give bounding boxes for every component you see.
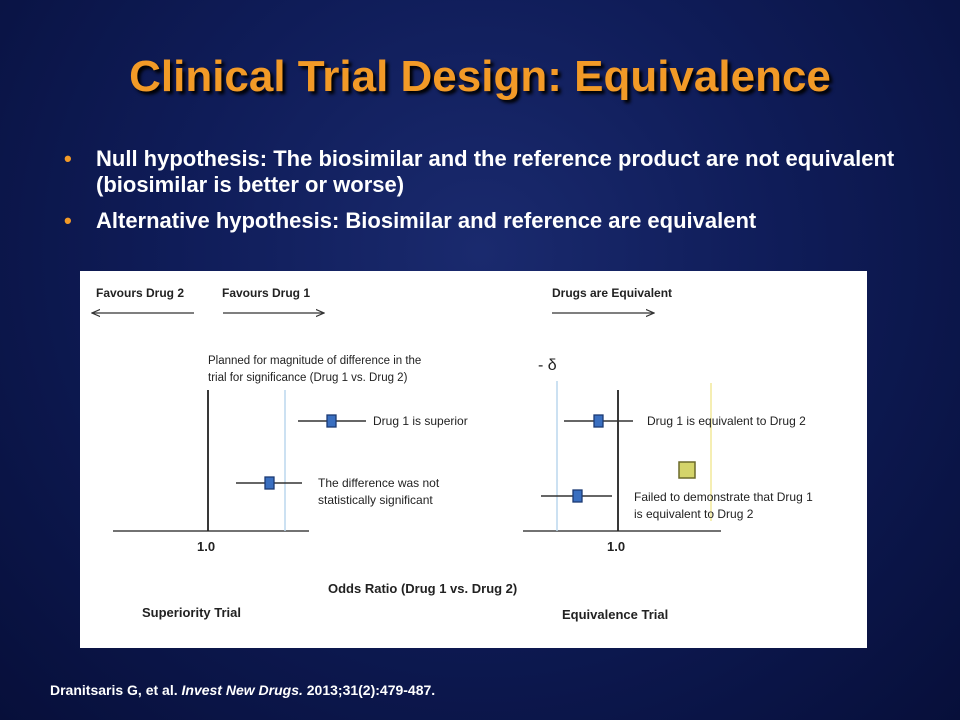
axis-label-odds-ratio: Odds Ratio (Drug 1 vs. Drug 2) — [328, 581, 517, 596]
citation: Dranitsaris G, et al. Invest New Drugs. … — [50, 682, 435, 698]
bullet-null-hypothesis: • Null hypothesis: The biosimilar and th… — [64, 146, 924, 198]
label-failed-line1: Failed to demonstrate that Drug 1 — [634, 490, 813, 504]
citation-authors: Dranitsaris G, et al. — [50, 682, 182, 698]
header-favours-drug2: Favours Drug 2 — [96, 286, 184, 300]
label-not-significant-line2: statistically significant — [318, 493, 433, 507]
citation-journal: Invest New Drugs. — [181, 682, 303, 698]
header-favours-drug1: Favours Drug 1 — [222, 286, 310, 300]
planned-note-line1: Planned for magnitude of difference in t… — [208, 355, 421, 367]
panel-label-superiority: Superiority Trial — [142, 605, 241, 620]
superior-estimate-marker — [326, 414, 337, 428]
panel-label-equivalence: Equivalence Trial — [562, 607, 668, 622]
trial-design-figure: Favours Drug 2 Favours Drug 1 Drugs are … — [80, 271, 867, 648]
bullet-marker: • — [64, 208, 72, 233]
bullet-text: Alternative hypothesis: Biosimilar and r… — [96, 208, 757, 233]
header-drugs-equivalent: Drugs are Equivalent — [552, 286, 672, 300]
failed-estimate-marker — [572, 489, 583, 503]
equivalent-estimate-marker — [593, 414, 604, 428]
bullet-list: • Null hypothesis: The biosimilar and th… — [64, 146, 924, 244]
figure-svg: Favours Drug 2 Favours Drug 1 Drugs are … — [80, 286, 813, 622]
tick-label-superiority: 1.0 — [197, 539, 215, 554]
overlay-square-marker — [678, 461, 696, 479]
citation-details: 2013;31(2):479-487. — [302, 682, 436, 698]
label-drug1-superior: Drug 1 is superior — [373, 414, 468, 428]
label-drug1-equivalent: Drug 1 is equivalent to Drug 2 — [647, 414, 806, 428]
bullet-marker: • — [64, 146, 72, 171]
bullet-text: Null hypothesis: The biosimilar and the … — [96, 146, 895, 197]
label-failed-line2: is equivalent to Drug 2 — [634, 507, 754, 521]
planned-note-line2: trial for significance (Drug 1 vs. Drug … — [208, 372, 408, 384]
slide-title: Clinical Trial Design: Equivalence — [129, 52, 831, 101]
nonsignificant-estimate-marker — [264, 476, 275, 490]
label-not-significant-line1: The difference was not — [318, 476, 440, 490]
bullet-alternative-hypothesis: • Alternative hypothesis: Biosimilar and… — [64, 208, 924, 234]
tick-label-equivalence: 1.0 — [607, 539, 625, 554]
delta-label: - δ — [538, 357, 557, 374]
